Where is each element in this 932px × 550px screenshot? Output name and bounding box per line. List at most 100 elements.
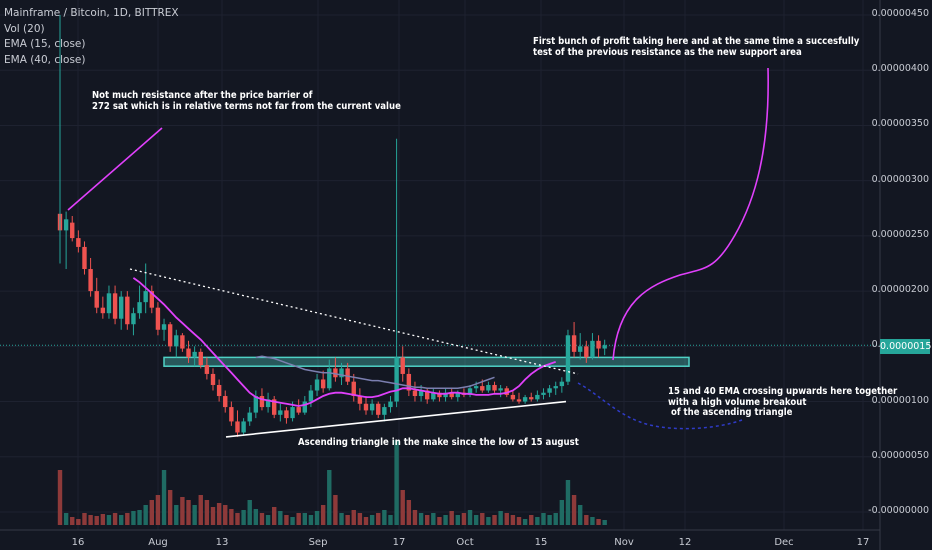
volume-bar bbox=[125, 513, 130, 525]
candle-body bbox=[155, 307, 161, 330]
price-axis-label: 0.00000200 bbox=[871, 284, 929, 296]
volume-bar bbox=[351, 510, 356, 525]
candle-body bbox=[480, 386, 485, 391]
volume-bar bbox=[547, 515, 552, 525]
volume-bar bbox=[174, 505, 179, 525]
legend-ema40[interactable]: EMA (40, close) bbox=[4, 53, 86, 66]
volume-bar bbox=[155, 495, 161, 525]
volume-bar bbox=[400, 490, 405, 525]
volume-bar bbox=[486, 517, 491, 525]
support-zone-rect bbox=[163, 356, 690, 367]
support-zone bbox=[0, 344, 880, 367]
candle-body bbox=[94, 291, 99, 308]
candle-body bbox=[369, 403, 375, 411]
time-axis-label: Nov bbox=[614, 537, 634, 548]
candle-body bbox=[492, 384, 497, 391]
candle-body bbox=[467, 388, 473, 395]
ema15-line bbox=[132, 277, 557, 407]
price-axis-label: 0.00000450 bbox=[871, 8, 929, 19]
candle-body bbox=[394, 357, 399, 402]
candle-body bbox=[339, 368, 344, 378]
time-axis-label: Oct bbox=[456, 537, 474, 548]
candle-body bbox=[131, 313, 136, 325]
legend-vol[interactable]: Vol (20) bbox=[4, 22, 45, 35]
candle-body bbox=[578, 346, 583, 352]
candle-body bbox=[418, 390, 424, 397]
price-axis-label: 0.00000100 bbox=[871, 394, 929, 406]
candle-body bbox=[504, 388, 509, 395]
volume-bar bbox=[100, 514, 106, 525]
time-axis-label: 15 bbox=[534, 537, 548, 548]
time-axis-label: Sep bbox=[308, 537, 328, 548]
current-price-tag: 0.00000151 bbox=[880, 339, 932, 354]
volume-bar bbox=[223, 505, 228, 525]
volume-bar bbox=[63, 513, 69, 525]
candle-body bbox=[174, 335, 179, 347]
candle-body bbox=[357, 396, 363, 404]
volume-bar bbox=[308, 515, 314, 525]
price-axis-label: 0.00000250 bbox=[871, 228, 929, 240]
candle-body bbox=[535, 394, 540, 400]
candle-body bbox=[327, 368, 332, 389]
candle-body bbox=[437, 392, 442, 398]
candle-body bbox=[290, 407, 295, 419]
candle-body bbox=[143, 291, 148, 303]
symbol-title[interactable]: Mainframe / Bitcoin, 1D, BITTREX bbox=[4, 7, 179, 19]
candle-body bbox=[382, 407, 387, 415]
time-axis-label: 17 bbox=[392, 537, 406, 548]
chart-legend: Mainframe / Bitcoin, 1D, BITTREX Vol (20… bbox=[4, 6, 179, 68]
candle-body bbox=[425, 390, 430, 400]
candle-body bbox=[235, 421, 240, 433]
candle-body bbox=[253, 396, 259, 413]
time-axis-label: 13 bbox=[215, 537, 229, 548]
volume-bar bbox=[119, 515, 124, 525]
volume-bar bbox=[535, 517, 540, 525]
projection-down-path bbox=[577, 382, 743, 430]
candle-body bbox=[351, 381, 356, 397]
volume-bar bbox=[357, 513, 363, 525]
volume-bar bbox=[522, 519, 528, 525]
volume-bar bbox=[473, 515, 479, 525]
ema40-line bbox=[255, 355, 495, 390]
price-axis-label: -0.00000000 bbox=[868, 505, 929, 516]
price-axis-label: 0.00000350 bbox=[871, 118, 929, 130]
volume-bar bbox=[229, 509, 234, 525]
candle-body bbox=[88, 269, 93, 292]
candle-body bbox=[198, 351, 203, 366]
support-trendline bbox=[225, 400, 567, 438]
volume-bar bbox=[241, 510, 246, 525]
volume-bar bbox=[504, 513, 509, 525]
volume-bar bbox=[369, 515, 375, 525]
volume-bar bbox=[571, 495, 577, 525]
candle-body bbox=[192, 351, 197, 358]
time-axis-label: Dec bbox=[774, 537, 794, 548]
volume-bar bbox=[210, 507, 216, 525]
volume-bar bbox=[363, 517, 369, 525]
candle-body bbox=[167, 324, 173, 347]
candle-body bbox=[119, 296, 124, 319]
volume-bar bbox=[590, 517, 595, 525]
candle-body bbox=[590, 340, 595, 358]
annotation-profit: First bunch of profit taking here and at… bbox=[533, 36, 860, 58]
candle-body bbox=[510, 394, 516, 400]
candle-body bbox=[180, 335, 185, 349]
legend-ema15[interactable]: EMA (15, close) bbox=[4, 38, 86, 50]
candle-body bbox=[529, 397, 534, 400]
candle-body bbox=[302, 401, 307, 413]
volume-bar bbox=[394, 440, 399, 525]
candle-body bbox=[547, 388, 552, 393]
volume-bar bbox=[467, 510, 473, 525]
volume-bar bbox=[235, 513, 240, 525]
volume-bar bbox=[596, 519, 601, 525]
volume-bar bbox=[376, 513, 381, 525]
annotation-resistance: Not much resistance after the price barr… bbox=[92, 90, 401, 112]
candle-body bbox=[486, 384, 491, 391]
candle-body bbox=[571, 335, 577, 352]
volume-bar bbox=[559, 500, 565, 525]
volume-bar bbox=[345, 515, 350, 525]
candle-body bbox=[363, 403, 369, 411]
volume-bar bbox=[578, 505, 583, 525]
candle-body bbox=[82, 246, 87, 270]
candle-body bbox=[278, 410, 283, 415]
